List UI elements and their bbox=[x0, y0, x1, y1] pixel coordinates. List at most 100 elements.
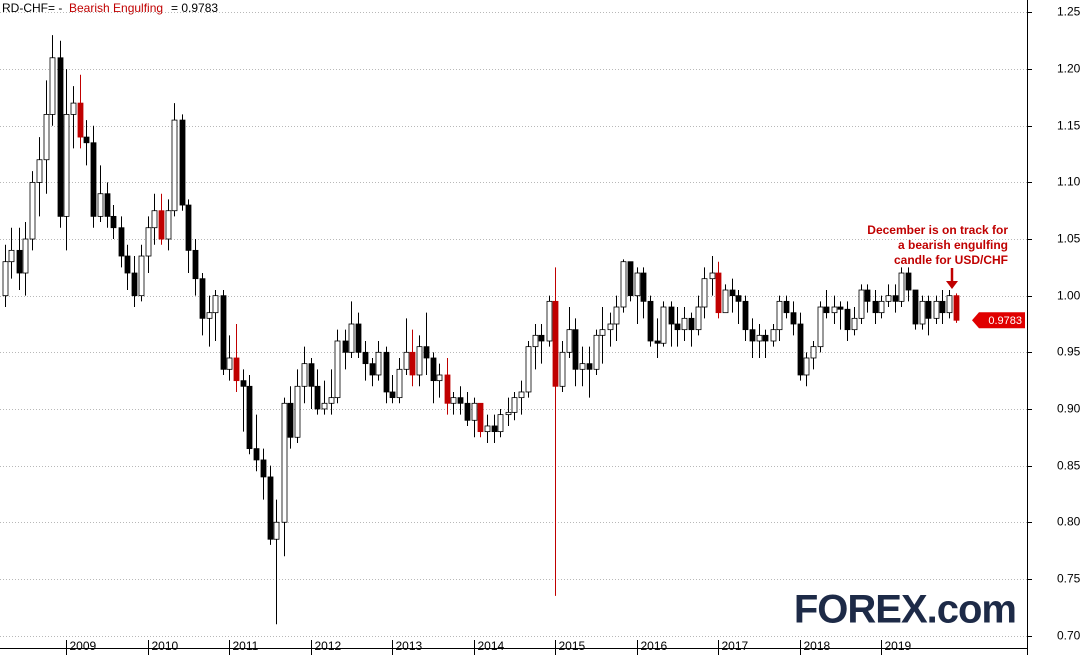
candle-body bbox=[572, 329, 579, 370]
annotation-line: December is on track for bbox=[867, 223, 1008, 237]
chart-title: RD-CHF= - bbox=[2, 1, 62, 15]
candle-body bbox=[179, 119, 186, 206]
candle-body bbox=[803, 357, 810, 376]
candle-body bbox=[436, 374, 443, 382]
candle-body bbox=[301, 363, 308, 387]
candle-body bbox=[477, 402, 484, 433]
candle-body bbox=[831, 306, 838, 314]
candle-body bbox=[640, 272, 647, 302]
candle-body bbox=[497, 414, 504, 433]
candle-body bbox=[281, 402, 288, 523]
candle-body bbox=[593, 334, 600, 370]
candle-body bbox=[90, 142, 97, 217]
indicator-name: Bearish Engulfing bbox=[69, 1, 163, 15]
candle-body bbox=[199, 278, 206, 319]
y-tick-label: 1.25 bbox=[1057, 5, 1081, 19]
y-tick-label: 0.95 bbox=[1057, 345, 1081, 359]
candle-body bbox=[43, 114, 50, 161]
candle-body bbox=[444, 374, 451, 404]
candle-body bbox=[83, 136, 90, 144]
candle-body bbox=[383, 351, 390, 393]
candle-body bbox=[613, 306, 620, 325]
candle-body bbox=[240, 380, 247, 387]
candle-body bbox=[57, 57, 64, 217]
candle-body bbox=[511, 397, 518, 413]
indicator-value: = 0.9783 bbox=[171, 1, 218, 15]
candle-body bbox=[145, 227, 152, 257]
x-tick-label: 2014 bbox=[478, 639, 505, 653]
candle-body bbox=[491, 425, 498, 433]
candle-body bbox=[701, 278, 708, 308]
candle-body bbox=[823, 306, 830, 314]
x-tick-label: 2010 bbox=[152, 639, 179, 653]
candle-body bbox=[246, 385, 253, 450]
candle-body bbox=[192, 249, 199, 280]
y-tick-label: 0.90 bbox=[1057, 402, 1081, 416]
candle-body bbox=[409, 351, 416, 376]
annotation-arrowhead bbox=[946, 281, 958, 289]
candle-body bbox=[885, 295, 892, 302]
candle-body bbox=[546, 300, 553, 342]
x-tick-label: 2019 bbox=[885, 639, 912, 653]
candle-body bbox=[334, 340, 341, 399]
candle-body bbox=[450, 397, 457, 404]
candle-body bbox=[158, 210, 165, 240]
candle-body bbox=[273, 521, 280, 540]
candle-body bbox=[776, 300, 783, 331]
candle-body bbox=[770, 329, 777, 342]
candle-body bbox=[892, 295, 899, 302]
candle-body bbox=[49, 57, 56, 115]
candle-body bbox=[2, 261, 9, 297]
candle-body bbox=[851, 317, 858, 331]
candle-body bbox=[308, 363, 315, 387]
candle-body bbox=[756, 334, 763, 342]
candle-body bbox=[151, 210, 158, 229]
candle-body bbox=[749, 329, 756, 342]
candle-body bbox=[104, 193, 111, 217]
candle-body bbox=[110, 215, 117, 229]
candle-body bbox=[22, 238, 29, 274]
candle-body bbox=[864, 289, 871, 302]
candle-body bbox=[131, 272, 138, 297]
x-tick-label: 2012 bbox=[315, 639, 342, 653]
candle-body bbox=[559, 351, 566, 387]
candle-body bbox=[905, 272, 912, 291]
candle-body bbox=[484, 425, 491, 433]
candle-body bbox=[599, 329, 606, 336]
x-tick-label: 2016 bbox=[641, 639, 668, 653]
candle-body bbox=[586, 363, 593, 370]
candle-body bbox=[634, 272, 641, 297]
candle-body bbox=[294, 385, 301, 438]
candle-body bbox=[735, 295, 742, 302]
y-tick-label: 1.15 bbox=[1057, 119, 1081, 133]
candle-body bbox=[674, 323, 681, 331]
candle-body bbox=[688, 317, 695, 331]
x-tick-label: 2009 bbox=[70, 639, 97, 653]
candle-body bbox=[709, 272, 716, 280]
candle-body bbox=[817, 306, 824, 348]
annotation-line: a bearish engulfing bbox=[898, 238, 1008, 252]
candle-body bbox=[844, 308, 851, 331]
candle-body bbox=[287, 402, 294, 438]
y-tick-label: 0.80 bbox=[1057, 515, 1081, 529]
x-tick-label: 2015 bbox=[559, 639, 586, 653]
candle-body bbox=[566, 329, 573, 353]
candle-body bbox=[912, 289, 919, 325]
candle-body bbox=[36, 159, 43, 183]
candle-body bbox=[267, 476, 274, 540]
candle-body bbox=[8, 249, 15, 263]
candle-body bbox=[260, 459, 267, 478]
candle-body bbox=[124, 255, 131, 274]
candle-body bbox=[872, 300, 879, 314]
candle-body bbox=[97, 193, 104, 217]
candle-body bbox=[321, 402, 328, 410]
candle-body bbox=[206, 312, 213, 319]
candle-body bbox=[925, 300, 932, 319]
candle-body bbox=[715, 272, 722, 314]
candle-body bbox=[16, 249, 23, 274]
x-tick-label: 2018 bbox=[804, 639, 831, 653]
candle-body bbox=[742, 300, 749, 331]
candle-body bbox=[471, 402, 478, 421]
